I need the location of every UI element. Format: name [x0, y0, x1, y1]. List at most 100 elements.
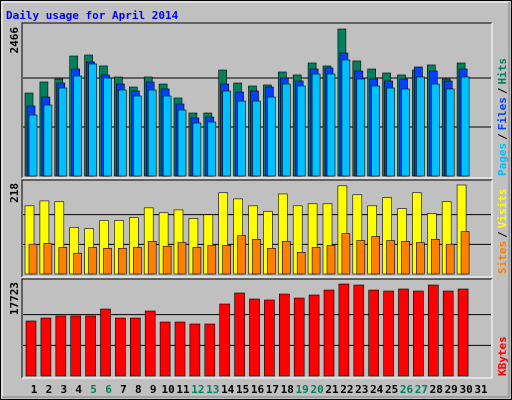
bar — [308, 294, 320, 377]
bar — [311, 73, 321, 177]
legend-entry: Pages — [496, 143, 509, 176]
x-tick-label: 7 — [120, 383, 127, 396]
x-tick-label: 19 — [296, 383, 309, 396]
bar — [133, 247, 142, 275]
bar — [130, 317, 141, 377]
bar — [103, 247, 112, 275]
bar — [281, 241, 291, 275]
bar — [55, 315, 67, 377]
bar — [88, 247, 97, 275]
bar — [427, 284, 439, 377]
bar — [401, 241, 410, 275]
bar — [311, 247, 321, 275]
bar — [430, 83, 440, 177]
bar — [28, 243, 38, 275]
bar — [249, 298, 260, 377]
bar — [323, 289, 335, 377]
legend-separator: / — [496, 87, 509, 94]
bar — [192, 122, 202, 177]
bar — [219, 303, 230, 377]
bar — [25, 320, 37, 377]
bar — [115, 317, 126, 377]
x-tick-label: 10 — [161, 383, 174, 396]
x-tick-label: 22 — [340, 383, 353, 396]
bar — [40, 317, 52, 377]
legend: Pages / Files / Hits — [496, 58, 509, 176]
y-tick-label: 17723 — [8, 282, 21, 315]
bar — [189, 323, 201, 377]
bar — [293, 297, 305, 377]
panel-bevel — [21, 22, 492, 178]
bar — [252, 238, 261, 275]
y-tick-label: 218 — [8, 183, 21, 203]
bar — [353, 284, 365, 377]
bar — [234, 292, 245, 377]
x-tick-label: 12 — [191, 383, 204, 396]
bar — [267, 247, 276, 275]
bar — [445, 88, 455, 177]
bar — [371, 236, 381, 275]
x-tick-label: 21 — [325, 383, 339, 396]
bar — [368, 289, 380, 377]
bar — [133, 95, 142, 177]
bar — [88, 63, 97, 177]
panel-bevel — [22, 23, 493, 179]
bar — [174, 321, 186, 377]
bar — [398, 288, 409, 377]
x-tick-label: 17 — [266, 383, 279, 396]
bar — [413, 290, 424, 377]
bar — [222, 90, 231, 177]
bar — [144, 310, 156, 377]
bar — [147, 241, 157, 275]
chart-title: Daily usage for April 2014 — [6, 9, 179, 22]
x-tick-label: 23 — [355, 383, 368, 396]
bar — [58, 87, 68, 177]
x-tick-label: 8 — [135, 383, 142, 396]
bar — [386, 87, 395, 177]
bar — [296, 85, 306, 177]
bar — [73, 75, 82, 177]
legend: KBytes — [496, 336, 509, 376]
bar — [341, 233, 351, 275]
bar — [296, 252, 306, 275]
bar — [371, 85, 381, 177]
bar — [118, 247, 127, 275]
bar — [445, 243, 455, 275]
legend-entry: Sites — [496, 241, 509, 274]
bar — [222, 245, 231, 275]
bar — [207, 121, 217, 177]
panel-bevel — [21, 278, 492, 378]
x-tick-label: 29 — [445, 383, 458, 396]
x-tick-label: 28 — [430, 383, 443, 396]
bar — [58, 247, 68, 275]
legend-entry: KBytes — [496, 336, 509, 376]
bar — [159, 321, 171, 377]
x-tick-label: 27 — [415, 383, 428, 396]
bar — [207, 245, 217, 275]
x-tick-label: 13 — [206, 383, 219, 396]
bar — [237, 235, 246, 275]
bar — [416, 242, 425, 275]
bar — [118, 89, 127, 177]
bar — [192, 247, 202, 275]
x-tick-label: 15 — [236, 383, 249, 396]
x-tick-label: 26 — [400, 383, 414, 396]
bar — [281, 83, 291, 177]
bar — [386, 240, 395, 275]
bar — [341, 59, 351, 177]
x-tick-label: 25 — [385, 383, 398, 396]
bar — [177, 242, 187, 275]
bar — [70, 315, 81, 377]
bar — [73, 252, 82, 275]
bar — [416, 76, 425, 177]
bar — [401, 88, 410, 177]
bar — [460, 231, 470, 275]
y-tick-label: 2466 — [8, 27, 21, 54]
x-tick-label: 14 — [221, 383, 235, 396]
x-tick-label: 4 — [75, 383, 82, 396]
legend: Sites / Visits — [496, 189, 509, 275]
bar — [278, 293, 290, 377]
x-tick-label: 16 — [251, 383, 265, 396]
